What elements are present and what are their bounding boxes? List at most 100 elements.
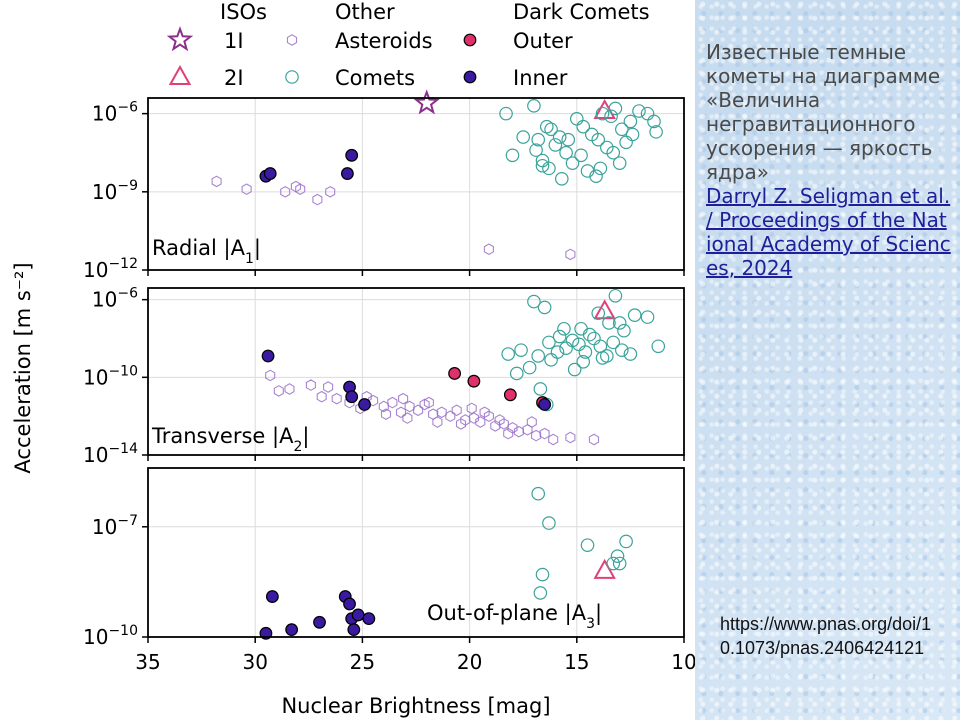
series-2i [593,558,616,579]
legend-entry: Asteroids [335,29,433,53]
point-comets [561,132,576,147]
series-asteroids [265,369,600,446]
point-comets [591,306,606,321]
point-1i [413,89,440,115]
point-asteroids [387,396,398,409]
point-asteroids [380,408,392,421]
point-comets [606,335,621,350]
point-inner [358,398,371,411]
source-url[interactable]: https://www.pnas.org/doi/10.1073/pnas.24… [720,614,932,658]
point-2i [593,299,616,320]
point-comets [531,132,546,147]
point-comets [527,294,541,309]
point-asteroids [498,418,509,430]
point-outer [467,374,481,388]
chart-figure: Acceleration [m s⁻²] Nuclear Brightness [… [0,0,695,720]
point-asteroids [436,406,447,419]
point-comets [606,556,621,571]
point-asteroids [526,416,537,428]
panel-label: Transverse |A2| [151,424,309,455]
point-asteroids [468,412,479,424]
point-asteroids [483,243,494,256]
point-asteroids [395,406,407,419]
point-comets [544,122,558,137]
point-asteroids [503,427,514,440]
point-asteroids [265,369,276,382]
point-inner [343,597,356,611]
point-asteroids [211,175,222,188]
point-comets [565,156,580,170]
series-inner [259,148,359,183]
point-comets [533,586,548,600]
x-axis-label: Nuclear Brightness [mag] [281,694,550,718]
point-inner [347,623,361,637]
point-comets [576,354,591,369]
point-comets [602,316,616,330]
series-outer [448,367,549,409]
point-asteroids [432,416,443,428]
point-comets [574,148,588,163]
point-inner [285,623,299,637]
point-asteroids [398,392,409,405]
point-asteroids [316,390,327,403]
point-comets [617,323,631,338]
legend: ISOs Other Dark Comets 1I 2I Asteroids Comets O… [166,0,650,90]
side-caption: Известные темные кометы на диаграмме «Ве… [706,40,951,280]
point-comets [625,127,640,142]
point-comets [537,300,552,315]
point-inner [345,148,359,162]
point-asteroids [305,379,316,391]
point-comets [542,161,556,176]
legend-entry: Inner [513,66,568,90]
point-asteroids [539,427,550,440]
point-asteroids [404,400,415,413]
point-comets [509,366,524,381]
point-asteroids [565,431,576,444]
legend-marker [286,34,298,46]
panel-3: Out-of-plane |A3| 10−7 10−10 [83,467,685,649]
point-outer [448,367,461,380]
point-comets [647,114,661,129]
point-comets [527,99,541,113]
point-comets [542,516,556,530]
point-asteroids [280,185,291,198]
point-comets [606,145,621,160]
y-tick-label: 10−12 [83,256,138,282]
point-asteroids [284,383,295,395]
point-asteroids [565,248,576,261]
series-inner [259,590,376,640]
point-comets [612,156,627,170]
legend-marker [463,33,477,47]
point-comets [632,104,646,118]
legend-marker [166,26,194,52]
legend-title: ISOs [220,0,267,24]
point-comets [531,349,546,363]
point-comets [501,347,515,361]
series-comets [501,288,666,412]
point-comets [640,310,655,324]
point-asteroids [413,404,424,417]
series-comets [531,486,633,600]
point-comets [595,106,610,121]
point-comets [580,538,595,552]
point-asteroids [323,381,334,393]
point-asteroids [494,414,505,426]
point-comets [552,130,567,144]
point-inner [261,349,275,363]
point-inner [340,167,354,180]
point-inner [263,167,277,180]
point-inner [345,390,359,404]
legend-entry: 2I [224,66,244,90]
point-asteroids [588,433,600,446]
point-asteroids [445,410,456,423]
point-asteroids [479,406,490,419]
point-comets [548,138,563,152]
point-asteroids [483,410,494,423]
x-tick-label: 30 [242,650,267,674]
x-tick-label: 20 [457,650,482,674]
caption-credit-link[interactable]: Darryl Z. Seligman et al. / Proceedings … [706,184,951,280]
panel-1: Radial |A1| 10−6 10−9 10−12 [83,89,685,282]
point-comets [619,534,633,549]
point-comets [542,335,556,350]
y-tick-label: 10−14 [83,441,138,467]
